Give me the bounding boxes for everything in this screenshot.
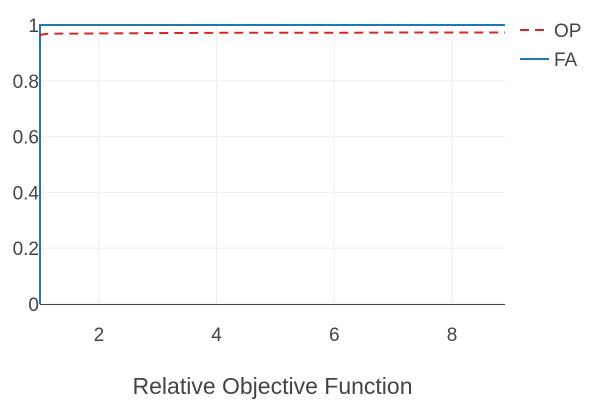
legend-item-op[interactable]: OP bbox=[520, 21, 581, 42]
x-tick-label: 8 bbox=[447, 325, 458, 346]
series-layer bbox=[39, 24, 505, 304]
series-line-fa bbox=[39, 24, 505, 304]
x-tick-label: 6 bbox=[329, 325, 340, 346]
series-line-op bbox=[39, 31, 505, 37]
x-tick-labels: 2 4 6 8 bbox=[94, 325, 458, 346]
grid bbox=[40, 24, 505, 305]
x-tick-label: 4 bbox=[211, 325, 222, 346]
legend-label: OP bbox=[554, 21, 581, 42]
y-tick-labels: 0 0.2 0.4 0.6 0.8 1 bbox=[13, 16, 40, 316]
legend-item-fa[interactable]: FA bbox=[520, 50, 578, 71]
y-tick-label: 0 bbox=[28, 295, 39, 316]
y-tick-label: 0.2 bbox=[13, 239, 39, 260]
x-tick-label: 2 bbox=[94, 325, 105, 346]
y-tick-label: 0.6 bbox=[13, 128, 39, 149]
x-axis-title: Relative Objective Function bbox=[133, 373, 413, 399]
legend-label: FA bbox=[554, 50, 578, 71]
y-tick-label: 1 bbox=[28, 16, 39, 37]
y-tick-label: 0.8 bbox=[13, 72, 39, 93]
legend: OP FA bbox=[520, 21, 581, 71]
y-tick-label: 0.4 bbox=[13, 183, 40, 204]
